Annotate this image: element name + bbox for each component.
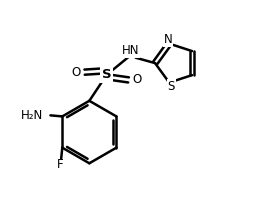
Text: O: O <box>72 66 81 79</box>
Text: H₂N: H₂N <box>21 109 43 122</box>
Text: F: F <box>57 158 64 171</box>
Text: O: O <box>132 73 141 86</box>
Text: HN: HN <box>121 44 139 57</box>
Text: N: N <box>164 33 172 46</box>
Text: S: S <box>102 69 111 82</box>
Text: S: S <box>168 80 175 93</box>
